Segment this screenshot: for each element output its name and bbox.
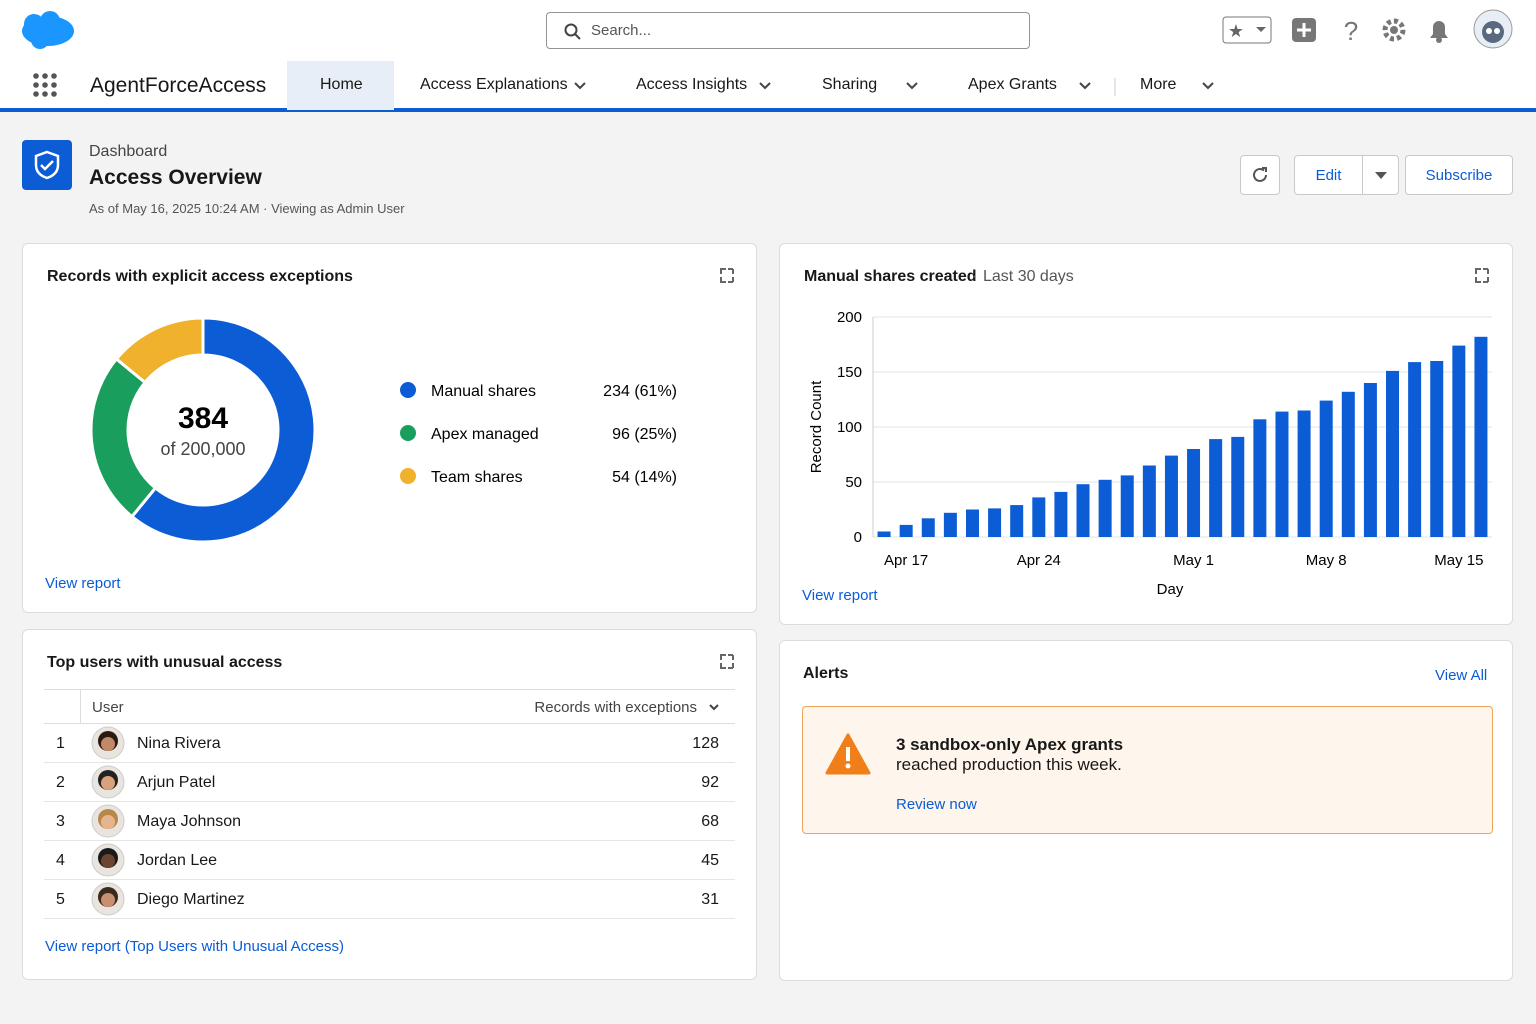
record-count: 31 <box>701 891 719 908</box>
card-subtitle: Last 30 days <box>983 268 1074 285</box>
user-name: Nina Rivera <box>137 735 221 752</box>
nav-item[interactable]: Access Insights <box>636 76 748 93</box>
top-bar <box>0 0 1536 112</box>
table-row: 4 Jordan Lee 45 <box>44 841 735 880</box>
column-header: Records with exceptions <box>534 699 697 716</box>
record-count: 128 <box>692 735 719 752</box>
refresh-button[interactable] <box>1240 155 1280 195</box>
rank: 5 <box>56 891 65 908</box>
alerts-card: Alerts View All 3 sandbox-only Apex gran… <box>779 640 1513 981</box>
page-subtitle: As of May 16, 2025 10:24 AM · Viewing as… <box>89 201 405 216</box>
record-count: 92 <box>701 774 719 791</box>
nav-item[interactable]: Access Explanations <box>420 76 568 93</box>
page-kicker: Dashboard <box>89 143 168 160</box>
edit-button[interactable]: Edit <box>1294 155 1363 195</box>
nav-item[interactable]: Home <box>320 76 363 93</box>
column-divider <box>80 690 81 724</box>
view-report[interactable]: View report (Top Users with Unusual Acce… <box>45 938 345 955</box>
view-report[interactable]: View report <box>802 587 878 604</box>
table-row: 2 Arjun Patel 92 <box>44 763 735 802</box>
view-all[interactable]: View All <box>1435 667 1488 684</box>
card-title: Top users with unusual access <box>47 654 283 671</box>
help[interactable]: ? <box>1344 16 1358 46</box>
table-row: 5 Diego Martinez 31 <box>44 880 735 919</box>
table-header: User Records with exceptions <box>44 689 735 724</box>
user-name: Maya Johnson <box>137 813 242 830</box>
active-tab <box>287 61 394 110</box>
search-box[interactable]: Search... <box>546 12 1030 49</box>
app-name: AgentForceAccess <box>90 74 267 97</box>
table-card: Top users with unusual access View repor… <box>22 629 757 980</box>
review-now[interactable]: Review now <box>896 796 977 813</box>
rank: 3 <box>56 813 65 830</box>
dashboard-icon <box>22 140 72 190</box>
table-row: 3 Maya Johnson 68 <box>44 802 735 841</box>
rank: 4 <box>56 852 65 869</box>
table-row: 1 Nina Rivera 128 <box>44 724 735 763</box>
header-icons: ★ ? <box>1222 9 1513 49</box>
edit-menu[interactable] <box>1362 155 1399 195</box>
app-launcher[interactable] <box>32 72 60 100</box>
rank: 1 <box>56 735 65 752</box>
search-icon <box>564 23 581 40</box>
record-count: 68 <box>701 813 719 830</box>
card-title: Manual shares created <box>804 268 977 285</box>
user-name: Diego Martinez <box>137 891 245 908</box>
rank: 2 <box>56 774 65 791</box>
subscribe-button[interactable]: Subscribe <box>1405 155 1513 195</box>
record-count: 45 <box>701 852 719 869</box>
favorites[interactable] <box>1222 16 1272 44</box>
svg-text:★: ★ <box>1228 21 1244 41</box>
page-title: Access Overview <box>89 166 262 189</box>
bar-card: Manual shares created · Last 30 days Vie… <box>779 243 1513 625</box>
logo <box>22 11 74 49</box>
card-title: Records with explicit access exceptions <box>47 268 353 285</box>
settings[interactable] <box>1382 18 1406 42</box>
caret <box>1374 172 1387 179</box>
alert-box: 3 sandbox-only Apex grants reached produ… <box>802 706 1493 834</box>
nav-item[interactable]: Sharing <box>822 76 878 93</box>
card-title: Alerts <box>803 665 849 682</box>
refresh-icon <box>1253 167 1267 182</box>
alert-line: 3 sandbox-only Apex grants <box>896 735 1124 754</box>
alert-line: reached production this week. <box>896 755 1122 774</box>
user-name: Jordan Lee <box>137 852 218 869</box>
nav-item[interactable]: More <box>1140 76 1177 93</box>
search-placeholder: Search... <box>591 22 652 39</box>
nav-chevrons <box>574 78 1214 96</box>
view-report[interactable]: View report <box>45 575 121 592</box>
nav-item[interactable]: Apex Grants <box>968 76 1057 93</box>
card-subtitle-sep: · <box>972 268 978 285</box>
user-name: Arjun Patel <box>137 774 216 791</box>
notifications[interactable] <box>1430 21 1448 38</box>
donut-card: Records with explicit access exceptions … <box>22 243 757 613</box>
warning-icon <box>825 733 871 775</box>
column-header: User <box>92 699 124 716</box>
